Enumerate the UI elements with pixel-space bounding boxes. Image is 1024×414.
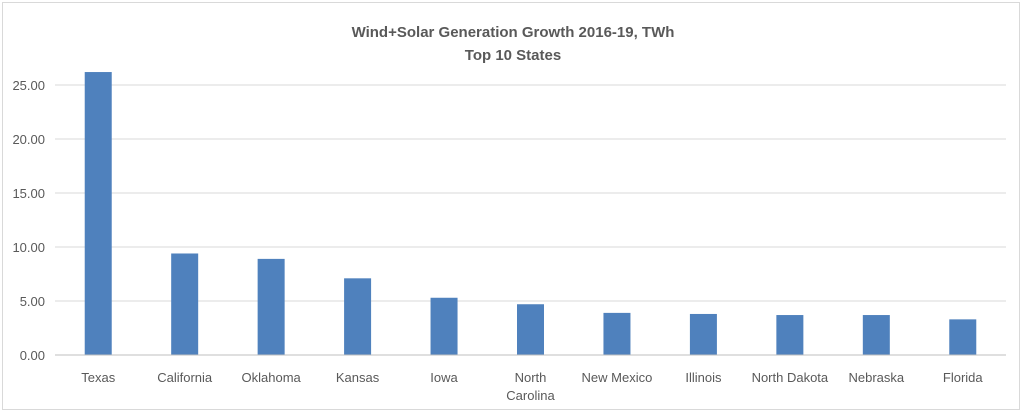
x-tick-label: New Mexico bbox=[582, 370, 653, 385]
x-tick-label: Kansas bbox=[336, 370, 380, 385]
x-tick-label: Illinois bbox=[685, 370, 722, 385]
bar bbox=[517, 304, 544, 355]
x-tick-label: Iowa bbox=[430, 370, 458, 385]
y-tick-label: 10.00 bbox=[12, 240, 45, 255]
bar bbox=[344, 278, 372, 355]
chart-title: Wind+Solar Generation Growth 2016-19, TW… bbox=[352, 24, 675, 41]
bar bbox=[430, 297, 458, 355]
x-tick-label: Florida bbox=[943, 370, 984, 385]
chart-subtitle: Top 10 States bbox=[465, 47, 561, 64]
x-tick-label: Nebraska bbox=[848, 370, 904, 385]
y-tick-label: 0.00 bbox=[20, 348, 45, 363]
y-tick-label: 25.00 bbox=[12, 78, 45, 93]
x-tick-label: Texas bbox=[81, 370, 115, 385]
gridlines bbox=[55, 84, 1006, 302]
bar bbox=[776, 315, 804, 355]
bar bbox=[862, 315, 890, 355]
bar bbox=[689, 313, 717, 355]
x-tick-label: California bbox=[157, 370, 213, 385]
bar bbox=[603, 312, 631, 355]
x-axis-labels: Texas California Oklahoma Kansas Iowa North Ca… bbox=[81, 370, 983, 403]
bar-chart: Wind+Solar Generation Growth 2016-19, TW… bbox=[12, 24, 1006, 403]
y-tick-label: 15.00 bbox=[12, 186, 45, 201]
y-tick-label: 5.00 bbox=[20, 294, 45, 309]
bar bbox=[171, 253, 199, 355]
bars bbox=[84, 72, 977, 355]
x-tick-label: Oklahoma bbox=[242, 370, 302, 385]
bar bbox=[949, 319, 977, 355]
y-axis-ticks: 0.00 5.00 10.00 15.00 20.00 25.00 bbox=[12, 78, 45, 363]
chart-frame: Wind+Solar Generation Growth 2016-19, TW… bbox=[2, 2, 1020, 410]
y-tick-label: 20.00 bbox=[12, 132, 45, 147]
x-tick-label: North Carolina bbox=[506, 370, 555, 403]
x-tick-label: North Dakota bbox=[752, 370, 829, 385]
bar bbox=[257, 258, 285, 355]
bar bbox=[84, 72, 112, 355]
